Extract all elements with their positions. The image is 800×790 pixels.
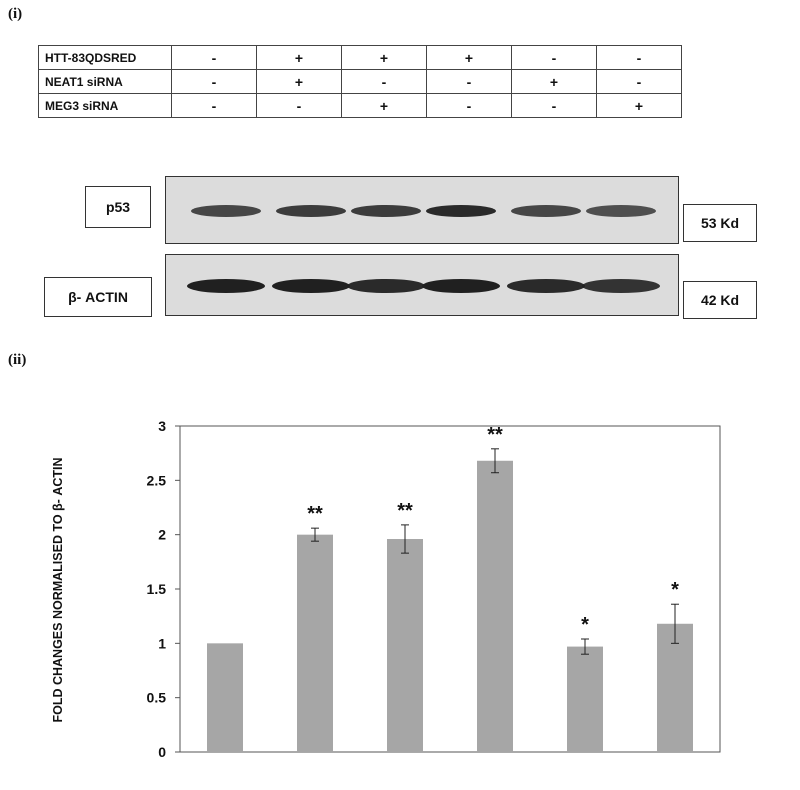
bar — [477, 460, 513, 752]
bar — [657, 623, 693, 752]
y-tick-label: 0 — [158, 744, 166, 760]
panel-label-ii: (ii) — [8, 352, 27, 368]
p53-label: p53 — [85, 186, 151, 228]
significance-label: ** — [307, 503, 323, 525]
treatment-cell: - — [511, 45, 597, 70]
treatment-cell: + — [256, 69, 342, 94]
blot-band — [351, 205, 421, 217]
treatment-cell: + — [596, 93, 682, 118]
y-tick-label: 2.5 — [147, 472, 167, 488]
y-tick-label: 3 — [158, 418, 166, 434]
bar — [207, 643, 243, 752]
significance-label: ** — [487, 424, 503, 446]
y-tick-label: 1.5 — [147, 581, 167, 597]
significance-label: * — [581, 614, 589, 636]
treatment-table: HTT-83QDSRED - + + + - - NEAT1 siRNA - + - - + - MEG3 … — [38, 45, 682, 118]
treatment-row-label: MEG3 siRNA — [38, 93, 172, 118]
panel-label-i: (i) — [8, 6, 23, 22]
treatment-row-label: HTT-83QDSRED — [38, 45, 172, 70]
treatment-cell: + — [426, 45, 512, 70]
actin-blot — [165, 254, 679, 316]
y-tick-label: 2 — [158, 527, 166, 543]
treatment-cell: - — [171, 69, 257, 94]
blot-band — [511, 205, 581, 217]
blot-band — [586, 205, 656, 217]
treatment-cell: + — [511, 69, 597, 94]
blot-band — [507, 279, 585, 293]
p53-blot — [165, 176, 679, 244]
treatment-cell: - — [341, 69, 427, 94]
y-tick-label: 0.5 — [147, 690, 167, 706]
blot-band — [422, 279, 500, 293]
actin-label: β- ACTIN — [44, 277, 152, 317]
blot-band — [582, 279, 660, 293]
treatment-cell: + — [341, 45, 427, 70]
treatment-row: NEAT1 siRNA - + - - + - — [38, 69, 682, 94]
treatment-row: MEG3 siRNA - - + - - + — [38, 93, 682, 118]
bar — [297, 534, 333, 752]
blot-band — [347, 279, 425, 293]
blot-band — [191, 205, 261, 217]
blot-band — [426, 205, 496, 217]
treatment-cell: - — [596, 45, 682, 70]
treatment-row-label: NEAT1 siRNA — [38, 69, 172, 94]
treatment-row: HTT-83QDSRED - + + + - - — [38, 45, 682, 70]
treatment-cell: - — [171, 45, 257, 70]
treatment-cell: - — [426, 69, 512, 94]
treatment-cell: - — [596, 69, 682, 94]
treatment-cell: - — [511, 93, 597, 118]
blot-band — [187, 279, 265, 293]
actin-size-label: 42 Kd — [683, 281, 757, 319]
blot-band — [276, 205, 346, 217]
significance-label: ** — [397, 500, 413, 522]
treatment-cell: + — [341, 93, 427, 118]
significance-label: * — [671, 579, 679, 601]
treatment-cell: + — [256, 45, 342, 70]
treatment-cell: - — [171, 93, 257, 118]
bar — [387, 539, 423, 752]
treatment-cell: - — [426, 93, 512, 118]
bar — [567, 646, 603, 752]
treatment-cell: - — [256, 93, 342, 118]
bar-chart: 00.511.522.53** ****** — [147, 418, 721, 760]
blot-band — [272, 279, 350, 293]
plot-frame — [179, 425, 721, 753]
y-tick-label: 1 — [158, 635, 166, 651]
p53-size-label: 53 Kd — [683, 204, 757, 242]
